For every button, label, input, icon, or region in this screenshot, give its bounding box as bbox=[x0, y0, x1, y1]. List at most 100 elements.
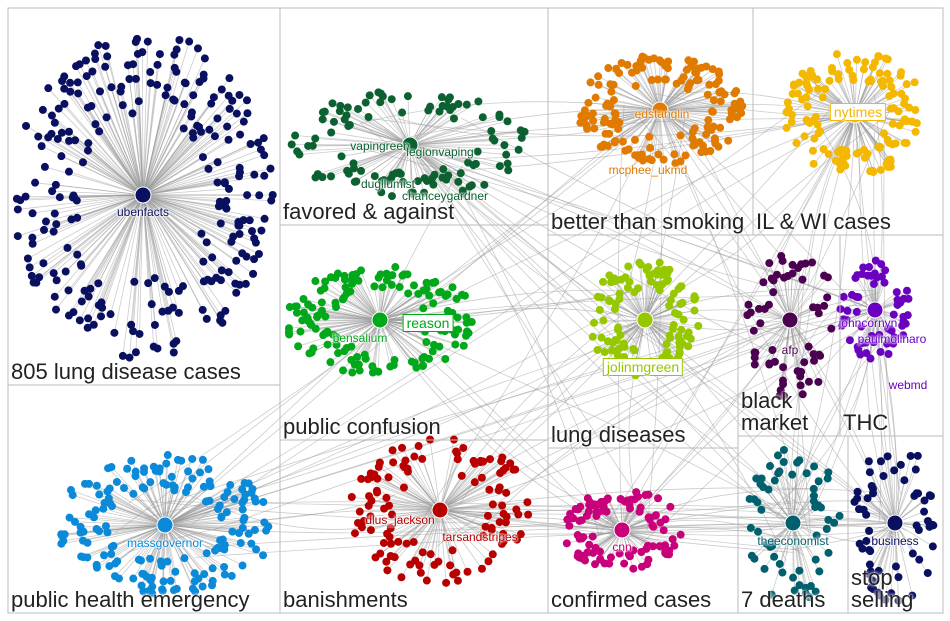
node bbox=[441, 291, 450, 300]
node bbox=[865, 560, 874, 569]
node bbox=[368, 368, 377, 377]
node bbox=[376, 549, 385, 558]
node bbox=[764, 485, 773, 494]
node bbox=[646, 143, 655, 152]
node bbox=[198, 582, 207, 591]
node bbox=[824, 150, 833, 159]
node bbox=[637, 562, 646, 571]
node bbox=[907, 117, 916, 126]
edge bbox=[409, 138, 493, 146]
node bbox=[603, 337, 612, 346]
edge bbox=[109, 488, 166, 526]
edge bbox=[397, 509, 441, 543]
node bbox=[814, 377, 823, 386]
node bbox=[802, 115, 811, 124]
node bbox=[834, 70, 843, 79]
node bbox=[607, 278, 616, 287]
edge bbox=[142, 194, 202, 235]
node bbox=[636, 503, 645, 512]
node bbox=[496, 469, 505, 478]
edge bbox=[309, 319, 381, 354]
node bbox=[442, 578, 451, 587]
node bbox=[574, 549, 583, 558]
node bbox=[666, 296, 675, 305]
node bbox=[167, 472, 176, 481]
node bbox=[74, 89, 83, 98]
edge bbox=[409, 96, 443, 146]
edge bbox=[142, 84, 158, 196]
node bbox=[250, 255, 259, 264]
group-label: confirmed cases bbox=[551, 587, 712, 612]
node bbox=[366, 526, 375, 535]
node bbox=[418, 354, 427, 363]
edge bbox=[142, 171, 241, 196]
edge bbox=[106, 56, 144, 196]
node bbox=[418, 361, 427, 370]
node bbox=[798, 69, 807, 78]
node bbox=[684, 82, 693, 91]
node bbox=[382, 493, 391, 502]
node bbox=[615, 295, 624, 304]
node bbox=[619, 339, 628, 348]
edge bbox=[55, 184, 144, 196]
node bbox=[135, 329, 144, 338]
node bbox=[596, 142, 605, 151]
edge bbox=[122, 194, 144, 356]
node bbox=[149, 342, 158, 351]
node bbox=[890, 466, 899, 475]
node bbox=[348, 270, 357, 279]
edge bbox=[783, 461, 794, 524]
node bbox=[885, 138, 894, 147]
node bbox=[308, 303, 317, 312]
node bbox=[44, 133, 53, 142]
node bbox=[158, 585, 167, 594]
node bbox=[163, 557, 172, 566]
node bbox=[55, 193, 64, 202]
edge bbox=[164, 524, 194, 589]
node bbox=[495, 110, 504, 119]
node bbox=[52, 276, 61, 285]
edge bbox=[142, 194, 174, 344]
node bbox=[816, 503, 825, 512]
edge bbox=[82, 524, 166, 542]
edge bbox=[369, 95, 411, 146]
edge bbox=[64, 103, 144, 196]
node bbox=[580, 106, 589, 115]
edge bbox=[764, 522, 794, 570]
node bbox=[588, 332, 597, 341]
node bbox=[340, 115, 349, 124]
node bbox=[386, 539, 395, 548]
node bbox=[239, 516, 248, 525]
node bbox=[169, 348, 178, 357]
node bbox=[615, 549, 624, 558]
node bbox=[76, 528, 85, 537]
node bbox=[144, 279, 153, 288]
edge bbox=[644, 270, 659, 321]
node bbox=[481, 522, 490, 531]
node bbox=[188, 474, 197, 483]
node bbox=[920, 496, 929, 505]
node bbox=[692, 76, 701, 85]
edge bbox=[377, 478, 441, 511]
node bbox=[284, 324, 293, 333]
edge bbox=[164, 511, 227, 526]
edge bbox=[54, 194, 144, 214]
node bbox=[243, 191, 252, 200]
node bbox=[399, 483, 408, 492]
edge bbox=[659, 109, 730, 120]
node bbox=[613, 351, 622, 360]
edge bbox=[142, 58, 206, 196]
node bbox=[419, 286, 428, 295]
edge bbox=[854, 114, 871, 172]
node bbox=[487, 523, 496, 532]
group-label: public confusion bbox=[283, 414, 441, 439]
edge bbox=[132, 64, 144, 196]
node bbox=[597, 333, 606, 342]
node bbox=[893, 300, 902, 309]
edge bbox=[110, 194, 144, 315]
node bbox=[224, 268, 233, 277]
node bbox=[641, 491, 650, 500]
node bbox=[843, 306, 852, 315]
edge bbox=[135, 471, 166, 526]
node bbox=[711, 80, 720, 89]
